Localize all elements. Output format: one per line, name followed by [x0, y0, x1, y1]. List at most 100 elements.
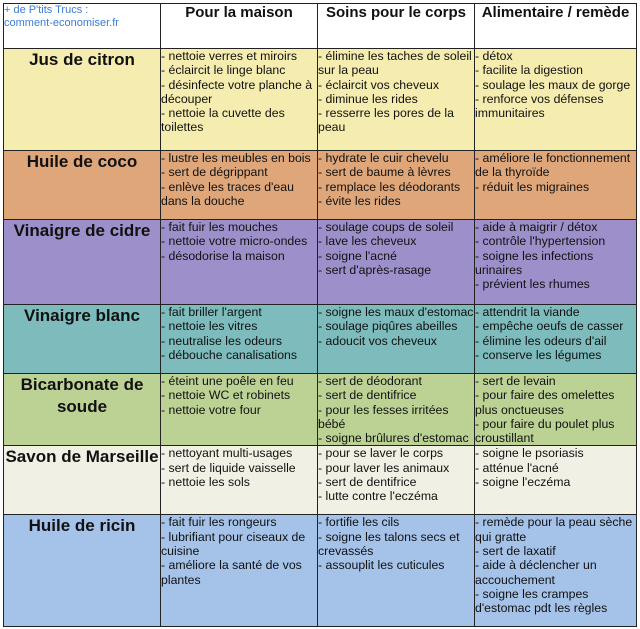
- list-item: - pour se laver le corps: [318, 446, 444, 461]
- list-item: - soigne brûlures d'estomac: [318, 431, 469, 446]
- list-item: - neutralise les odeurs: [161, 333, 282, 348]
- list-item: - soigne l'acné: [318, 248, 397, 263]
- list-item: - nettoie les vitres: [161, 319, 258, 334]
- cell-jus-de-citron-corps: - élimine les taches de soleil sur la pe…: [317, 48, 475, 151]
- list-item: - évite les rides: [318, 193, 401, 208]
- table-row-huile-de-coco: Huile de coco - lustre les meubles en boi…: [3, 150, 637, 220]
- list-item: - lutte contre l'eczéma: [318, 489, 438, 504]
- cell-vinaigre-de-cidre-corps: - soulage coups de soleil - lave les chev…: [317, 219, 475, 305]
- cell-jus-de-citron-alimentaire: - détox - facilite la digestion - soulage …: [474, 48, 637, 151]
- list-item: - adoucit vos cheveux: [318, 333, 437, 348]
- list-item: - sert de dentifrice: [318, 388, 417, 403]
- list-item: - fait briller l'argent: [161, 305, 262, 319]
- row-header-vinaigre-de-cidre: Vinaigre de cidre: [3, 219, 161, 305]
- list-item: - atténue l'acné: [475, 460, 559, 475]
- list-item: - sert de dentifrice: [318, 475, 417, 490]
- list-item: - nettoie la cuvette des toilettes: [161, 106, 285, 135]
- list-item: - fortifie les cils: [318, 515, 400, 530]
- cell-jus-de-citron-maison: - nettoie verres et miroirs - éclaircit l…: [160, 48, 318, 151]
- list-item: - sert de liquide vaisselle: [161, 460, 296, 475]
- list-item: - désodorise la maison: [161, 248, 285, 263]
- list-item: - soigne les infections urinaires: [475, 248, 594, 277]
- cell-bicarbonate-de-soude-maison: - éteint une poêle en feu - nettoie WC et…: [160, 372, 318, 447]
- list-item: - réduit les migraines: [475, 179, 590, 194]
- list-item: - pour faire des omelettes plus onctueus…: [475, 388, 615, 417]
- list-item: - fait fuir les rongeurs: [161, 515, 277, 530]
- cell-vinaigre-blanc-alimentaire: - attendrit la viande - empêche oeufs de …: [474, 304, 637, 374]
- list-item: - éclaircit vos cheveux: [318, 77, 439, 92]
- list-item: - soulage les maux de gorge: [475, 77, 631, 92]
- table-row-jus-de-citron: Jus de citron - nettoie verres et miroirs…: [3, 48, 637, 151]
- list-item: - pour faire du poulet plus croustillant: [475, 416, 615, 446]
- list-item: - sert de levain: [475, 374, 556, 388]
- list-item: - nettoie votre micro-ondes: [161, 234, 308, 249]
- list-item: - attendrit la viande: [475, 305, 580, 319]
- list-item: - nettoie les sols: [161, 475, 250, 490]
- cell-huile-de-coco-alimentaire: - améliore le fonctionnement de la thyro…: [474, 150, 637, 220]
- column-header-maison: Pour la maison: [160, 3, 318, 49]
- cell-huile-de-coco-maison: - lustre les meubles en bois - sert de dé…: [160, 150, 318, 220]
- list-item: - renforce vos défenses immunitaires: [475, 91, 604, 121]
- list-item: - facilite la digestion: [475, 63, 583, 78]
- cell-huile-de-coco-corps: - hydrate le cuir chevelu - sert de baume…: [317, 150, 475, 220]
- list-item: - aide à déclencher un accouchement: [475, 558, 597, 587]
- list-item: - enlève les traces d'eau dans la douche: [161, 179, 294, 208]
- list-item: - soigne l'eczéma: [475, 475, 571, 490]
- list-item: - sert de baume à lèvres: [318, 165, 451, 180]
- list-item: - sert d'après-rasage: [318, 262, 432, 277]
- list-item: - éclaircit le linge blanc: [161, 63, 286, 78]
- list-item: - conserve les légumes: [475, 347, 602, 362]
- list-item: - élimine les odeurs d'ail: [475, 333, 607, 348]
- table-body: Jus de citron - nettoie verres et miroirs…: [3, 48, 637, 628]
- list-item: - hydrate le cuir chevelu: [318, 151, 449, 165]
- source-credit: + de P'tits Trucs : comment-economiser.f…: [3, 3, 161, 49]
- list-item: - détox: [475, 49, 513, 63]
- list-item: - lave les cheveux: [318, 234, 417, 249]
- list-item: - améliore la santé de vos plantes: [161, 558, 302, 587]
- list-item: - élimine les taches de soleil sur la pe…: [318, 49, 472, 78]
- row-header-huile-de-coco: Huile de coco: [3, 150, 161, 220]
- list-item: - soulage piqûres abeilles: [318, 319, 458, 334]
- list-item: - pour laver les animaux: [318, 460, 450, 475]
- list-item: - soigne le psoriasis: [475, 446, 584, 461]
- row-header-bicarbonate-de-soude: Bicarbonate de soude: [3, 372, 161, 447]
- list-item: - remplace les déodorants: [318, 179, 461, 194]
- list-item: - diminue les rides: [318, 91, 418, 106]
- list-item: - soigne les crampes d'estomac pdt les r…: [475, 586, 608, 616]
- cell-savon-de-marseille-corps: - pour se laver le corps - pour laver les…: [317, 445, 475, 516]
- list-item: - sert de laxatif: [475, 544, 556, 559]
- column-header-alimentaire: Alimentaire / remède: [474, 3, 637, 49]
- list-item: - nettoie verres et miroirs: [161, 49, 297, 63]
- cell-bicarbonate-de-soude-corps: - sert de déodorant - sert de dentifrice -…: [317, 372, 475, 447]
- cell-huile-de-ricin-maison: - fait fuir les rongeurs - lubrifiant pou…: [160, 514, 318, 628]
- cell-savon-de-marseille-alimentaire: - soigne le psoriasis - atténue l'acné - s…: [474, 445, 637, 516]
- list-item: - remède pour la peau sèche qui gratte: [475, 515, 633, 544]
- list-item: - assouplit les cuticules: [318, 558, 445, 573]
- list-item: - débouche canalisations: [161, 347, 298, 362]
- list-item: - soigne les talons secs et crevassés: [318, 529, 460, 559]
- table-row-vinaigre-de-cidre: Vinaigre de cidre - fait fuir les mouches…: [3, 219, 637, 305]
- list-item: - prévient les rhumes: [475, 277, 590, 292]
- table-row-savon-de-marseille: Savon de Marseille - nettoyant multi-usag…: [3, 445, 637, 516]
- list-item: - éteint une poêle en feu: [161, 374, 294, 388]
- cell-huile-de-ricin-alimentaire: - remède pour la peau sèche qui gratte - …: [474, 514, 637, 628]
- list-item: - pour les fesses irritées bébé: [318, 402, 449, 431]
- list-item: - soulage coups de soleil: [318, 220, 454, 234]
- list-item: - nettoie votre four: [161, 402, 261, 417]
- table-row-bicarbonate-de-soude: Bicarbonate de soude - éteint une poêle e…: [3, 372, 637, 447]
- cell-vinaigre-blanc-corps: - soigne les maux d'estomac - soulage piq…: [317, 304, 475, 374]
- row-header-vinaigre-blanc: Vinaigre blanc: [3, 304, 161, 374]
- table-row-huile-de-ricin: Huile de ricin - fait fuir les rongeurs - …: [3, 514, 637, 628]
- cell-huile-de-ricin-corps: - fortifie les cils - soigne les talons s…: [317, 514, 475, 628]
- cell-bicarbonate-de-soude-alimentaire: - sert de levain - pour faire des omelett…: [474, 372, 637, 447]
- column-header-corps: Soins pour le corps: [317, 3, 475, 49]
- list-item: - sert de déodorant: [318, 374, 422, 388]
- list-item: - resserre les pores de la peau: [318, 106, 455, 135]
- row-header-jus-de-citron: Jus de citron: [3, 48, 161, 151]
- cell-savon-de-marseille-maison: - nettoyant multi-usages - sert de liquid…: [160, 445, 318, 516]
- cell-vinaigre-de-cidre-maison: - fait fuir les mouches - nettoie votre m…: [160, 219, 318, 305]
- list-item: - fait fuir les mouches: [161, 220, 278, 234]
- list-item: - lustre les meubles en bois: [161, 151, 311, 165]
- list-item: - contrôle l'hypertension: [475, 234, 606, 249]
- source-line-2: comment-economiser.fr: [4, 17, 119, 29]
